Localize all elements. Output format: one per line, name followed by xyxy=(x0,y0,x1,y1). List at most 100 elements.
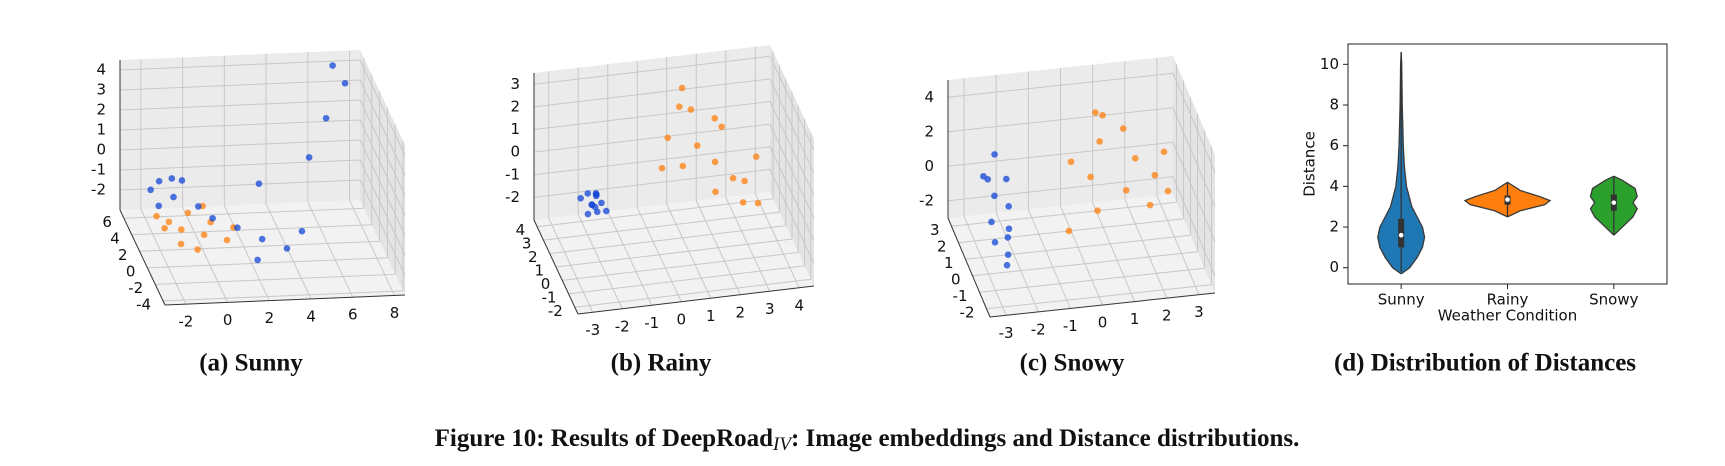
point xyxy=(598,199,605,207)
z-tick-label: 1 xyxy=(96,121,106,139)
x-tick-label: 0 xyxy=(1098,314,1108,332)
point xyxy=(1151,171,1159,179)
grid-line xyxy=(947,72,1174,98)
z-tick-label: 3 xyxy=(510,75,520,93)
x-axis-label: Weather Condition xyxy=(1438,307,1578,325)
point xyxy=(168,175,176,182)
y-tick-label: 0 xyxy=(541,275,551,293)
y-tick-label: -2 xyxy=(548,302,563,320)
point xyxy=(1131,155,1139,162)
grid-line xyxy=(1172,107,1216,207)
grid-line xyxy=(533,123,771,153)
y-tick-label: 2 xyxy=(528,248,538,266)
point xyxy=(1122,187,1130,194)
x-tick-label: 2 xyxy=(1162,307,1172,325)
point xyxy=(988,218,995,226)
point xyxy=(711,158,719,166)
point xyxy=(298,227,306,235)
grid-line xyxy=(995,212,1039,313)
y-tick-label: -1 xyxy=(953,287,968,305)
point xyxy=(1004,251,1012,258)
x-tick-label: -2 xyxy=(178,313,193,331)
grid-line xyxy=(1027,209,1071,309)
x-tick-label: 4 xyxy=(306,307,316,325)
y-tick-label: 3 xyxy=(522,235,532,253)
grid-line xyxy=(359,119,406,216)
point xyxy=(155,177,163,185)
grid-line xyxy=(223,205,270,301)
y-tick-label: 2 xyxy=(118,246,128,264)
median xyxy=(1611,200,1617,205)
grid-line xyxy=(119,179,361,191)
point xyxy=(1096,138,1103,145)
grid-line xyxy=(1172,142,1216,242)
grid-line xyxy=(1060,205,1103,306)
point xyxy=(254,256,261,264)
violin-outline xyxy=(1589,175,1615,236)
y-tick-label: 2 xyxy=(1329,218,1339,236)
back-pane xyxy=(534,45,770,220)
point xyxy=(155,202,163,210)
y-tick-label: 8 xyxy=(1329,96,1339,114)
point xyxy=(1092,109,1099,116)
grid-line xyxy=(359,59,406,156)
point xyxy=(991,239,999,246)
y-axis xyxy=(947,217,991,318)
point xyxy=(679,162,687,170)
point xyxy=(305,154,313,161)
point xyxy=(1067,158,1075,166)
point xyxy=(209,214,216,222)
point xyxy=(991,192,998,200)
grid-line xyxy=(1172,73,1216,173)
point xyxy=(234,224,241,231)
y-tick-label: 0 xyxy=(1329,258,1339,276)
y-tick-label: 4 xyxy=(516,221,526,239)
x-tick-label: -3 xyxy=(999,324,1014,342)
violin-outline xyxy=(1507,181,1552,218)
point xyxy=(1065,227,1073,235)
point xyxy=(1164,187,1172,195)
x-tick-label: 3 xyxy=(1194,303,1204,321)
panel-caption: (c) Snowy xyxy=(1020,350,1125,377)
point xyxy=(1099,111,1106,119)
y-tick-label: 1 xyxy=(534,262,544,280)
point xyxy=(718,123,725,131)
y-tick-label: 10 xyxy=(1320,55,1339,73)
point xyxy=(322,114,330,122)
point xyxy=(1003,261,1011,269)
point xyxy=(223,236,231,244)
grid-line xyxy=(119,119,361,131)
violin-half xyxy=(1377,52,1402,274)
grid-line xyxy=(562,251,799,281)
grid-line xyxy=(359,99,406,196)
point xyxy=(577,194,584,202)
grid-line xyxy=(533,101,771,131)
point xyxy=(741,177,748,185)
grid-line xyxy=(349,200,396,296)
grid-line xyxy=(307,201,354,298)
violin-outline xyxy=(1377,52,1402,275)
grid-line xyxy=(947,141,1174,167)
grid-line xyxy=(533,146,771,176)
grid-line xyxy=(549,225,786,255)
grid-line xyxy=(555,238,793,268)
grid-line xyxy=(986,284,1212,310)
x-tick-label: 1 xyxy=(1130,310,1140,328)
x-tick-label: 3 xyxy=(765,300,775,318)
x-axis xyxy=(577,285,815,315)
point xyxy=(729,174,737,182)
grid-line xyxy=(119,79,361,91)
x-tick-label: 1 xyxy=(706,307,716,325)
grid-line xyxy=(533,168,771,198)
point xyxy=(593,191,600,198)
point xyxy=(258,235,266,243)
grid-line xyxy=(979,267,1205,293)
panel-caption: (a) Sunny xyxy=(199,350,303,377)
grid-line xyxy=(769,56,815,151)
grid-line xyxy=(769,123,815,219)
violin-outline xyxy=(1613,175,1638,236)
point xyxy=(584,210,592,218)
grid-line xyxy=(543,211,780,241)
z-tick-label: 3 xyxy=(96,81,106,99)
